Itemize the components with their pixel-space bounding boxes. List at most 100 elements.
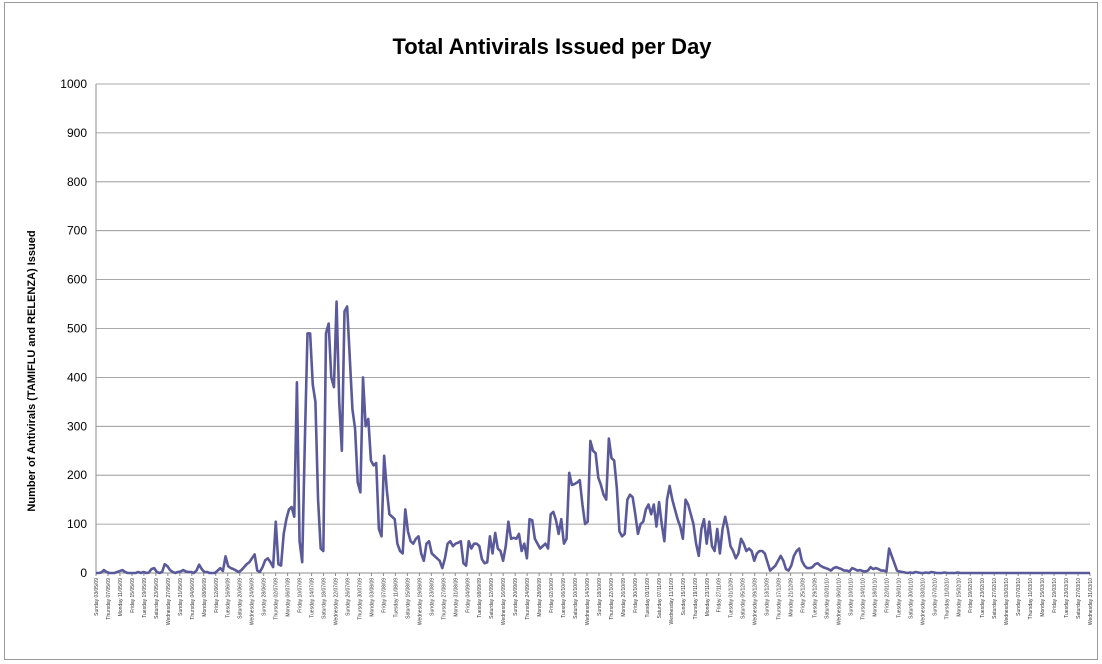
x-tick-label: Monday 21/12/09 <box>789 578 795 617</box>
x-tick-label: Monday 15/02/10 <box>956 578 962 617</box>
x-tick-label: Friday 19/02/10 <box>968 578 974 613</box>
x-tick-label: Saturday 30/01/10 <box>908 578 914 619</box>
y-tick-label: 100 <box>67 517 87 531</box>
y-tick-label: 600 <box>67 273 87 287</box>
x-tick-label: Monday 26/10/09 <box>621 578 627 617</box>
series-line <box>96 300 1090 575</box>
x-tick-label: Wednesday 24/06/09 <box>250 578 256 625</box>
x-tick-label: Friday 27/11/09 <box>717 578 723 613</box>
series-layer <box>96 300 1090 575</box>
x-tick-label: Tuesday 16/06/09 <box>226 578 232 618</box>
x-tick-label: Friday 04/09/09 <box>465 578 471 613</box>
x-tick-label: Monday 08/06/09 <box>202 578 208 617</box>
x-tick-label: Sunday 15/11/09 <box>681 578 687 616</box>
x-tick-label: Sunday 07/02/10 <box>932 578 938 616</box>
y-tick-label: 300 <box>67 419 87 433</box>
x-tick-label: Tuesday 23/03/10 <box>1064 578 1070 618</box>
x-tick-label: Monday 23/11/09 <box>705 578 711 616</box>
x-tick-label: Tuesday 01/12/09 <box>729 578 735 618</box>
x-tick-label: Monday 06/07/09 <box>286 578 292 617</box>
x-tick-label: Tuesday 14/07/09 <box>310 578 316 618</box>
x-tick-label: Saturday 15/08/09 <box>405 578 411 619</box>
x-tick-label: Wednesday 27/05/09 <box>166 578 172 625</box>
x-tick-label: Saturday 10/10/09 <box>573 578 579 619</box>
x-tick-label: Sunday 13/12/09 <box>765 578 771 616</box>
x-tick-label: Tuesday 03/11/09 <box>645 578 651 618</box>
x-tick-label: Tuesday 08/09/09 <box>477 578 483 618</box>
x-tick-label: Wednesday 31/03/10 <box>1088 578 1094 625</box>
x-tick-label: Sunday 23/08/09 <box>429 578 435 616</box>
gridlines <box>95 83 1090 574</box>
x-tick-label: Wednesday 14/10/09 <box>585 578 591 625</box>
x-tick-label: Friday 30/10/09 <box>633 578 639 613</box>
x-tick-label: Wednesday 03/03/10 <box>1004 578 1010 625</box>
x-tick-label: Friday 15/05/09 <box>130 578 136 613</box>
x-tick-label: Saturday 20/06/09 <box>238 578 244 619</box>
x-tick-label: Thursday 24/09/09 <box>525 578 531 620</box>
x-tick-label: Thursday 11/02/10 <box>944 578 950 620</box>
x-tick-label: Thursday 04/06/09 <box>190 578 196 620</box>
x-tick-label: Wednesday 11/11/09 <box>669 578 675 625</box>
x-tick-label: Wednesday 19/08/09 <box>417 578 423 625</box>
x-tick-label: Thursday 27/08/09 <box>441 578 447 620</box>
y-tick-label: 400 <box>67 370 87 384</box>
x-tick-label: Friday 07/08/09 <box>381 578 387 613</box>
y-axis-label: Number of Antivirals (TAMIFLU and RELENZ… <box>26 230 38 511</box>
x-tick-label: Saturday 18/07/09 <box>322 578 328 619</box>
x-tick-label: Sunday 18/10/09 <box>597 578 603 616</box>
y-tick-label: 700 <box>67 224 87 238</box>
x-tick-label: Wednesday 06/01/10 <box>837 578 843 625</box>
x-tick-label: Sunday 31/05/09 <box>178 578 184 616</box>
x-tick-label: Thursday 22/10/09 <box>609 578 615 620</box>
x-tick-label: Saturday 23/05/09 <box>154 578 160 619</box>
x-tick-label: Sunday 26/07/09 <box>345 578 351 616</box>
x-tick-label: Wednesday 09/12/09 <box>753 578 759 625</box>
x-tick-label: Friday 25/12/09 <box>801 578 807 613</box>
x-tick-label: Monday 11/05/09 <box>118 578 124 616</box>
x-tick-label: Thursday 14/01/10 <box>860 578 866 620</box>
y-tick-label: 800 <box>67 175 87 189</box>
x-tick-label: Tuesday 26/01/10 <box>896 578 902 618</box>
x-tick-label: Wednesday 16/09/09 <box>501 578 507 625</box>
x-tick-label: Thursday 30/07/09 <box>357 578 363 620</box>
x-tick-label: Monday 31/08/09 <box>453 578 459 617</box>
x-tick-label: Monday 28/09/09 <box>537 578 543 617</box>
y-tick-label: 1000 <box>60 77 87 91</box>
x-axis-ticks: Sunday 03/05/09 Thursday 07/05/09 Monday 1… <box>94 573 1094 625</box>
x-tick-label: Sunday 03/05/09 <box>94 578 100 616</box>
x-tick-label: Sunday 20/09/09 <box>513 578 519 616</box>
chart-title: Total Antivirals Issued per Day <box>392 34 712 59</box>
y-tick-label: 500 <box>67 322 87 336</box>
x-tick-label: Tuesday 23/02/10 <box>980 578 986 618</box>
x-tick-label: Thursday 11/03/10 <box>1028 578 1034 620</box>
x-tick-label: Saturday 05/12/09 <box>741 578 747 619</box>
x-tick-label: Thursday 02/07/09 <box>274 578 280 620</box>
x-tick-label: Monday 15/03/10 <box>1040 578 1046 617</box>
x-tick-label: Friday 10/07/09 <box>298 578 304 613</box>
y-tick-label: 200 <box>67 468 87 482</box>
x-tick-label: Monday 18/01/10 <box>872 578 878 617</box>
x-tick-label: Sunday 10/01/10 <box>848 578 854 616</box>
x-tick-label: Wednesday 22/07/09 <box>334 578 340 625</box>
line-chart: Total Antivirals Issued per Day Number o… <box>26 34 1094 625</box>
x-tick-label: Saturday 27/03/10 <box>1076 578 1082 619</box>
x-tick-label: Saturday 02/01/10 <box>825 578 831 619</box>
x-tick-label: Thursday 19/11/09 <box>693 578 699 620</box>
y-tick-label: 900 <box>67 126 87 140</box>
x-tick-label: Saturday 12/09/09 <box>489 578 495 619</box>
x-tick-label: Thursday 07/05/09 <box>106 578 112 620</box>
x-tick-label: Tuesday 19/05/09 <box>142 578 148 618</box>
x-tick-label: Wednesday 03/02/10 <box>920 578 926 625</box>
y-axis-ticks: 0 100 200 300 400 500 600 700 800 900 1000 <box>60 77 87 580</box>
y-tick-label: 0 <box>80 566 87 580</box>
x-tick-label: Sunday 28/06/09 <box>262 578 268 616</box>
x-tick-label: Friday 12/06/09 <box>214 578 220 613</box>
chart-area: Total Antivirals Issued per Day Number o… <box>4 2 1098 660</box>
x-tick-label: Friday 22/01/10 <box>884 578 890 613</box>
x-tick-label: Friday 19/03/10 <box>1052 578 1058 613</box>
x-tick-label: Saturday 07/11/09 <box>657 578 663 619</box>
x-tick-label: Sunday 07/03/10 <box>1016 578 1022 616</box>
x-tick-label: Monday 03/08/09 <box>369 578 375 617</box>
x-tick-label: Thursday 17/12/09 <box>777 578 783 620</box>
x-tick-label: Saturday 27/02/10 <box>992 578 998 619</box>
